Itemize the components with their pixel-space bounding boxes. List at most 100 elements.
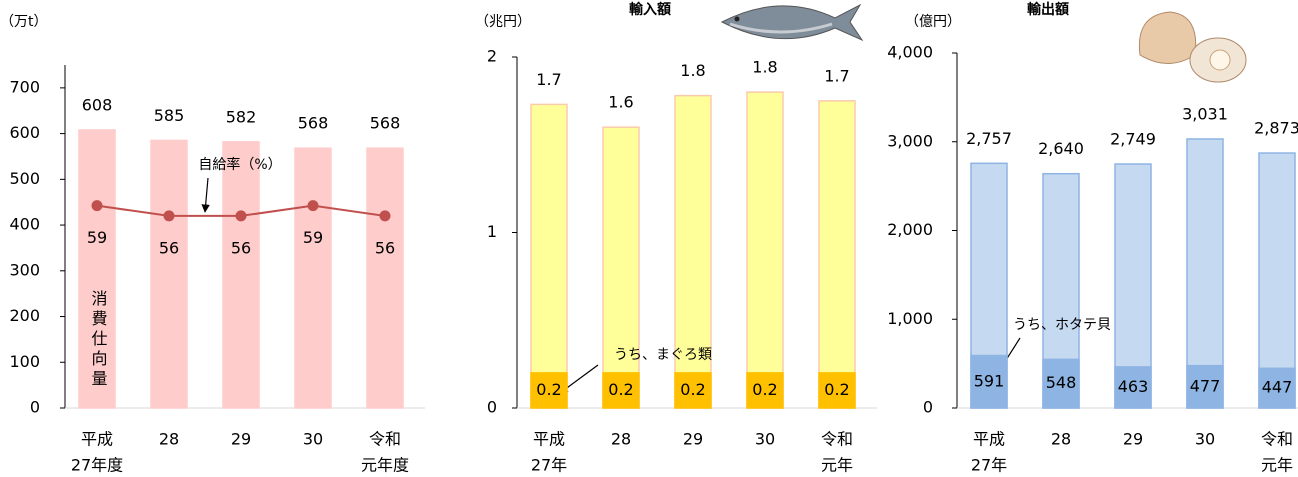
x-tick-label: 28	[159, 430, 179, 449]
bar	[602, 126, 640, 409]
data-label: 1.7	[536, 70, 561, 89]
data-label: 568	[370, 114, 401, 133]
point	[235, 210, 247, 222]
x-tick-label: 令和	[821, 430, 853, 449]
data-label: 568	[298, 114, 329, 133]
data-label: 477	[1190, 376, 1221, 395]
data-label: 585	[154, 106, 185, 125]
data-label: 0.2	[752, 380, 777, 399]
bar	[1042, 358, 1080, 409]
x-tick-label: 令和	[1261, 430, 1293, 449]
point	[379, 210, 391, 222]
data-label: 2,640	[1038, 139, 1084, 158]
y-tick-label: 0	[923, 398, 933, 417]
unit-label: （兆円）	[475, 14, 531, 30]
data-label: 56	[375, 238, 395, 257]
y-tick-label: 100	[9, 352, 40, 371]
unit-label: （億円）	[905, 14, 961, 30]
data-label: 2,749	[1110, 130, 1156, 149]
series-label: うち、まぐろ類	[614, 347, 712, 363]
y-tick-label: 4,000	[887, 43, 933, 62]
bar	[1258, 367, 1296, 409]
bar	[746, 91, 784, 409]
bar	[1186, 138, 1224, 409]
y-tick-label: 700	[9, 77, 40, 96]
data-label: 1.8	[752, 58, 777, 77]
data-label: 0.2	[680, 380, 705, 399]
bar	[1258, 152, 1296, 409]
data-label: 2,873	[1254, 119, 1298, 138]
x-tick-label: 元年度	[361, 456, 409, 475]
bar	[366, 147, 404, 409]
x-tick-label: 28	[611, 430, 631, 449]
data-label: 56	[231, 238, 251, 257]
x-tick-label: 平成	[973, 430, 1005, 449]
data-label: 1.6	[608, 93, 633, 112]
x-tick-label: 30	[755, 430, 775, 449]
y-tick-label: 3,000	[887, 131, 933, 150]
x-tick-label: 30	[1195, 430, 1215, 449]
data-label: 463	[1118, 377, 1149, 396]
data-label: 548	[1046, 373, 1077, 392]
x-tick-label: 平成	[533, 430, 565, 449]
x-tick-label: 令和	[369, 430, 401, 449]
bar	[746, 372, 784, 409]
y-tick-label: 400	[9, 215, 40, 234]
series-label: うち、ホタテ貝	[1013, 317, 1111, 333]
data-label: 591	[974, 371, 1005, 390]
bar	[674, 94, 712, 409]
data-label: 608	[82, 95, 113, 114]
x-tick-label: 27年	[531, 456, 567, 475]
x-tick-label: 29	[683, 430, 703, 449]
data-label: 447	[1262, 378, 1293, 397]
bar	[818, 100, 856, 409]
data-label: 56	[159, 238, 179, 257]
series-label: 自給率（%）	[198, 156, 281, 173]
data-label: 2,757	[966, 129, 1012, 148]
point	[91, 200, 103, 212]
bar	[530, 372, 568, 409]
x-tick-label: 元年	[1261, 456, 1293, 475]
x-tick-label: 29	[231, 430, 251, 449]
bar	[818, 372, 856, 409]
y-tick-label: 200	[9, 306, 40, 325]
y-tick-label: 1	[487, 222, 497, 241]
bar	[150, 139, 188, 409]
point	[163, 210, 175, 222]
chart-title: 輸出額	[1027, 1, 1069, 18]
unit-label: （万t）	[0, 14, 48, 30]
y-tick-label: 0	[30, 398, 40, 417]
annotation-arrow	[201, 177, 210, 213]
x-tick-label: 元年	[821, 456, 853, 475]
x-tick-label: 29	[1123, 430, 1143, 449]
y-tick-label: 600	[9, 123, 40, 142]
x-tick-label: 27年度	[71, 456, 123, 475]
bar	[294, 147, 332, 409]
bar	[970, 354, 1008, 409]
series-label: 消費仕向量	[89, 290, 108, 390]
bar	[674, 372, 712, 409]
point	[307, 200, 319, 212]
data-label: 59	[303, 228, 323, 247]
x-tick-label: 平成	[81, 430, 113, 449]
shell-illustration	[1138, 11, 1247, 83]
x-tick-label: 27年	[971, 456, 1007, 475]
bar	[1114, 366, 1152, 409]
y-tick-label: 1,000	[887, 309, 933, 328]
fish-illustration	[720, 3, 864, 42]
x-tick-label: 28	[1051, 430, 1071, 449]
y-tick-label: 2	[487, 47, 497, 66]
data-label: 0.2	[608, 380, 633, 399]
y-tick-label: 500	[9, 169, 40, 188]
y-tick-label: 2,000	[887, 220, 933, 239]
data-label: 0.2	[824, 380, 849, 399]
y-tick-label: 0	[487, 398, 497, 417]
x-tick-label: 30	[303, 430, 323, 449]
chart-title: 輸入額	[629, 1, 671, 18]
data-label: 1.7	[824, 66, 849, 85]
data-label: 1.8	[680, 61, 705, 80]
y-tick-label: 300	[9, 260, 40, 279]
bar	[78, 129, 116, 409]
